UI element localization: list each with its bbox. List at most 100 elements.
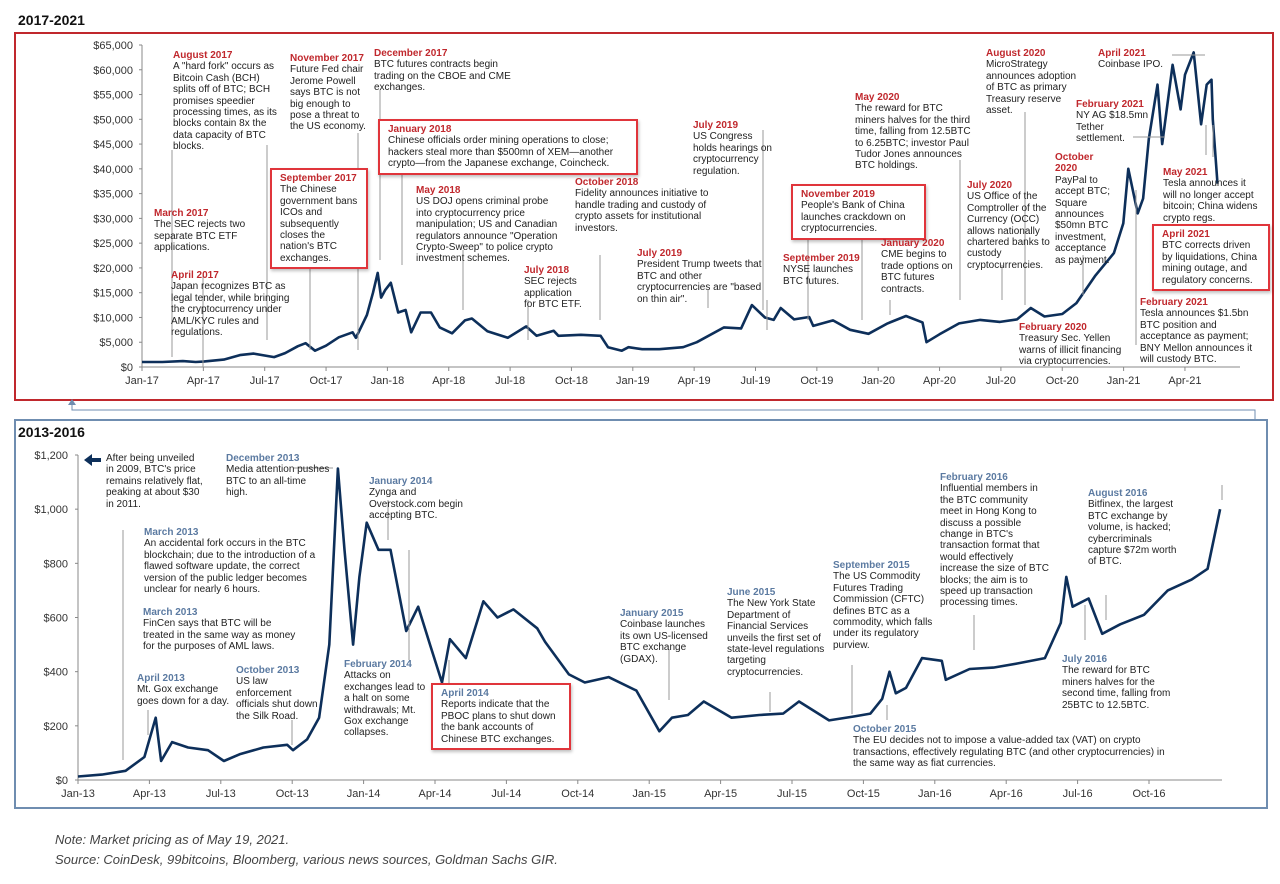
annotation-date: July 2020 (967, 180, 1013, 191)
x-tick-label: Jan-14 (347, 788, 381, 800)
x-tick-label: Jan-21 (1107, 375, 1141, 387)
bottom-annotation: December 2013 Media attention pushes BTC … (226, 453, 330, 499)
annotation-date: July 2019 (693, 120, 739, 131)
annotation-date: September 2017 (280, 173, 357, 184)
x-tick-label: Jul-15 (777, 788, 807, 800)
annotation-date: April 2014 (441, 688, 489, 699)
x-tick-label: Apr-14 (418, 788, 451, 800)
x-tick-label: Jan-15 (632, 788, 666, 800)
annotation-date: January 2015 (620, 608, 684, 619)
top-annotation: November 2019 People's Bank of China laun… (791, 184, 926, 240)
annotation-text: People's Bank of China launches crackdow… (801, 200, 906, 235)
bottom-annotation: October 2013 US law enforcement officials… (236, 665, 324, 722)
y-tick-label: $60,000 (93, 65, 133, 77)
bottom-annotation: September 2015 The US Commodity Futures T… (833, 560, 937, 651)
annotation-text: PayPal to accept BTC; Square announces $… (1055, 174, 1111, 266)
top-annotation: April 2021 Coinbase IPO. (1098, 48, 1168, 71)
annotation-text: BTC corrects driven by liquidations, Chi… (1162, 240, 1258, 286)
top-annotation: April 2021 BTC corrects driven by liquida… (1152, 224, 1270, 292)
x-tick-label: Jan-13 (61, 788, 95, 800)
y-tick-label: $200 (44, 721, 68, 733)
annotation-text: The US Commodity Futures Trading Commiss… (833, 571, 933, 651)
bottom-annotation: February 2014 Attacks on exchanges lead t… (344, 659, 432, 739)
top-annotation: September 2019 NYSE launches BTC futures. (783, 253, 863, 287)
annotation-text: NY AG $18.5mn Tether settlement. (1076, 110, 1149, 145)
annotation-text: President Trump tweets that BTC and othe… (637, 259, 762, 305)
x-tick-label: Jan-16 (918, 788, 952, 800)
annotation-date: April 2021 (1098, 48, 1146, 59)
y-tick-label: $55,000 (93, 90, 133, 102)
y-tick-label: $800 (44, 558, 68, 570)
annotation-text: Tesla announces it will no longer accept… (1163, 178, 1258, 224)
top-annotation: May 2021 Tesla announces it will no longe… (1163, 167, 1261, 224)
x-tick-label: Jul-19 (741, 375, 771, 387)
annotation-date: September 2019 (783, 253, 860, 264)
top-annotation: January 2018 Chinese officials order mini… (378, 119, 638, 175)
y-tick-label: $10,000 (93, 312, 133, 324)
annotation-date: April 2017 (171, 270, 219, 281)
bottom-annotation: March 2013 FinCen says that BTC will be t… (143, 607, 299, 653)
x-tick-label: Jul-17 (250, 375, 280, 387)
price-line (77, 467, 1222, 778)
annotation-date: November 2017 (290, 53, 364, 64)
top-chart: $0 $5,000 $10,000 $15,000 $20,000 $25,000 $30,… (93, 40, 1240, 387)
annotation-date: February 2021 (1140, 297, 1208, 308)
bottom-annotation: After being unveiled in 2009, BTC's pric… (106, 453, 204, 510)
x-tick-label: Apr-17 (187, 375, 220, 387)
top-annotation: September 2017 The Chinese government ban… (270, 168, 368, 270)
annotation-date: February 2020 (1019, 322, 1087, 333)
bottom-annotation: August 2016 Bitfinex, the largest BTC exc… (1088, 488, 1178, 568)
annotation-text: SEC rejects application for BTC ETF. (524, 276, 582, 311)
annotation-text: Treasury Sec. Yellen warns of illicit fi… (1019, 333, 1122, 368)
y-tick-label: $600 (44, 613, 68, 625)
top-annotation: August 2020 MicroStrategy announces adopt… (986, 48, 1086, 116)
y-tick-label: $5,000 (99, 337, 133, 349)
annotation-text: Tesla announces $1.5bn BTC position and … (1140, 308, 1253, 366)
annotation-text: Media attention pushes BTC to an all-tim… (226, 464, 330, 499)
y-tick-label: $45,000 (93, 139, 133, 151)
annotation-date: January 2014 (369, 476, 433, 487)
annotation-text: An accidental fork occurs in the BTC blo… (144, 538, 316, 596)
annotation-date: April 2013 (137, 673, 185, 684)
top-annotation: August 2017 A "hard fork" occurs as Bitco… (173, 50, 278, 153)
y-tick-label: $0 (56, 775, 68, 787)
annotation-text: Fidelity announces initiative to handle … (575, 188, 709, 234)
annotation-text: CME begins to trade options on BTC futur… (881, 249, 953, 295)
top-annotation: December 2017 BTC futures contracts begin… (374, 48, 524, 94)
annotation-text: US Office of the Comptroller of the Curr… (967, 191, 1050, 271)
y-tick-label: $35,000 (93, 189, 133, 201)
top-annotation: July 2019 US Congress holds hearings on c… (693, 120, 775, 177)
top-annotation: November 2017 Future Fed chair Jerome Pow… (290, 53, 370, 133)
source-note: Source: CoinDesk, 99bitcoins, Bloomberg,… (55, 852, 558, 867)
top-annotation: May 2018 US DOJ opens criminal probe into… (416, 185, 561, 265)
y-tick-label: $30,000 (93, 213, 133, 225)
x-tick-label: Oct-17 (310, 375, 343, 387)
y-tick-label: $0 (121, 362, 133, 374)
annotation-date: August 2016 (1088, 488, 1148, 499)
top-annotation: February 2021 Tesla announces $1.5bn BTC … (1140, 297, 1265, 365)
price-line (142, 51, 1219, 364)
annotation-date: July 2016 (1062, 654, 1108, 665)
annotation-text: The reward for BTC miners halves for the… (855, 103, 971, 172)
top-annotation: October 2020 PayPal to accept BTC; Square… (1055, 152, 1117, 266)
y-tick-label: $65,000 (93, 40, 133, 52)
y-tick-label: $25,000 (93, 238, 133, 250)
top-annotation: October 2018 Fidelity announces initiativ… (575, 177, 710, 234)
y-tick-label: $400 (44, 667, 68, 679)
annotation-text: Coinbase launches its own US-licensed BT… (620, 619, 708, 665)
annotation-date: August 2020 (986, 48, 1046, 59)
annotation-text: The Chinese government bans ICOs and sub… (280, 184, 358, 264)
y-tick-label: $50,000 (93, 114, 133, 126)
x-tick-label: Oct-18 (555, 375, 588, 387)
annotation-text: Japan recognizes BTC as legal tender, wh… (171, 281, 290, 339)
bottom-chart-title: 2013-2016 (18, 424, 85, 440)
bottom-chart: $0 $200 $400 $600 $800 $1,000 $1,200 Jan-13 Apr-… (34, 450, 1222, 800)
x-tick-label: Apr-15 (704, 788, 737, 800)
bottom-annotation: June 2015 The New York State Department o… (727, 587, 829, 678)
top-annotation: January 2020 CME begins to trade options … (881, 238, 959, 295)
top-annotation: May 2020 The reward for BTC miners halves… (855, 92, 973, 172)
y-tick-label: $20,000 (93, 263, 133, 275)
annotation-text: NYSE launches BTC futures. (783, 264, 854, 287)
top-chart-title: 2017-2021 (18, 12, 85, 28)
